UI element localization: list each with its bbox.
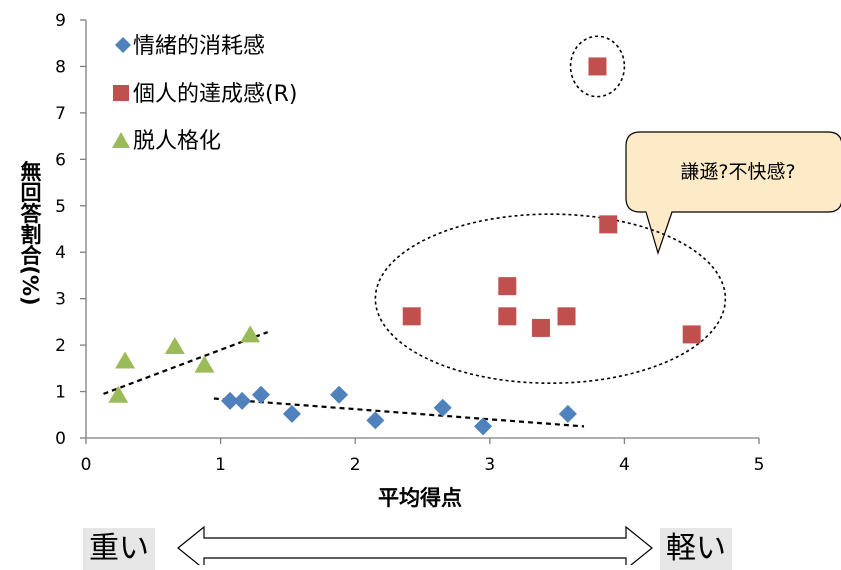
data-point-diamond <box>330 385 349 404</box>
data-point-square <box>557 307 576 326</box>
legend-item-depersonalization: 脱人格化 <box>112 129 221 154</box>
y-tick-label: 7 <box>55 104 66 124</box>
legend-label: 情緒的消耗感 <box>133 34 265 59</box>
data-point-triangle <box>194 355 215 373</box>
axes <box>80 19 760 444</box>
scale-label-light: 軽い <box>660 528 732 570</box>
scale-label-heavy: 重い <box>83 528 155 570</box>
data-point-triangle <box>108 385 129 403</box>
x-tick-label: 2 <box>350 455 361 475</box>
x-axis-title: 平均得点 <box>378 486 462 510</box>
data-point-diamond <box>221 391 240 410</box>
double-arrow-icon <box>177 525 653 565</box>
legend-marker-triangle <box>112 132 130 148</box>
data-point-square <box>531 318 550 337</box>
y-axis-title: 無回答割合(%) <box>18 160 42 306</box>
callout-text: 謙遜?不快感? <box>680 161 795 183</box>
x-tick-label: 0 <box>81 455 92 475</box>
data-point-triangle <box>240 325 261 343</box>
legend-marker-diamond <box>115 37 131 53</box>
legend-label: 個人的達成感(R) <box>133 82 297 107</box>
data-point-diamond <box>366 411 385 430</box>
legend: 情緒的消耗感 個人的達成感(R) 脱人格化 <box>112 34 297 154</box>
annotation-ellipse <box>374 213 727 384</box>
y-tick-label: 9 <box>55 11 66 31</box>
y-tick-label: 8 <box>55 57 66 77</box>
data-point-diamond <box>433 398 452 417</box>
trendline <box>213 397 585 428</box>
x-tick-label: 1 <box>215 455 226 475</box>
data-point-diamond <box>474 417 493 436</box>
y-tick-label: 4 <box>55 243 66 263</box>
annotation-ellipses <box>374 35 727 384</box>
data-point-triangle <box>115 351 136 369</box>
y-tick-label: 2 <box>55 336 66 356</box>
data-point-triangle <box>164 337 185 355</box>
data-point-square <box>599 215 618 234</box>
data-point-diamond <box>558 404 577 423</box>
data-point-square <box>588 57 607 76</box>
data-point-square <box>498 307 517 326</box>
legend-label: 脱人格化 <box>133 129 221 154</box>
data-point-square <box>498 277 517 296</box>
callout-bubble <box>625 131 841 255</box>
data-point-diamond <box>251 385 270 404</box>
y-tick-label: 3 <box>55 290 66 310</box>
legend-item-emotional-exhaustion: 情緒的消耗感 <box>115 34 265 59</box>
data-points <box>108 57 701 436</box>
x-tick-label: 4 <box>619 455 630 475</box>
data-point-diamond <box>233 391 252 410</box>
data-point-diamond <box>282 404 301 423</box>
callout: 謙遜?不快感? <box>625 131 841 255</box>
x-tick-label: 5 <box>754 455 765 475</box>
legend-marker-square <box>113 85 129 101</box>
data-point-square <box>402 307 421 326</box>
y-tick-label: 1 <box>55 383 66 403</box>
y-tick-label: 5 <box>55 197 66 217</box>
annotation-ellipse <box>569 35 626 98</box>
x-tick-label: 3 <box>484 455 495 475</box>
legend-item-personal-accomplishment: 個人的達成感(R) <box>113 82 297 107</box>
tick-labels: 0 1 2 3 4 5 6 7 8 9 0 1 2 3 4 5 <box>55 11 764 475</box>
y-tick-label: 0 <box>55 429 66 449</box>
y-tick-label: 6 <box>55 150 66 170</box>
data-point-square <box>682 325 701 344</box>
